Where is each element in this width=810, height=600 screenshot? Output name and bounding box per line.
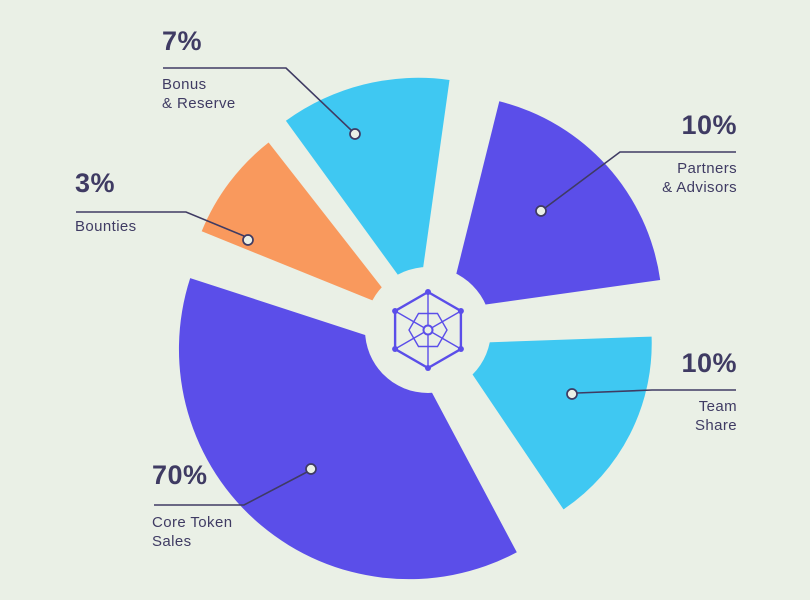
leader-line-core	[154, 471, 308, 506]
logo-center-node	[422, 324, 434, 336]
slice-partners-advisors	[447, 101, 661, 310]
anchor-dot-core	[305, 463, 317, 475]
callout-bounties: 3% Bounties	[75, 168, 137, 236]
slice-bonus-reserve	[285, 77, 450, 303]
anchor-dot-team	[566, 388, 578, 400]
logo-vertex-nodes	[392, 289, 464, 371]
name-label-bonus: Bonus & Reserve	[162, 76, 236, 112]
logo-spokes	[394, 292, 462, 368]
logo-inner-hexagon	[408, 312, 448, 348]
hexagon-network-icon	[365, 267, 491, 393]
leader-line-partners	[544, 151, 736, 209]
anchor-dot-bonus	[349, 128, 361, 140]
slice-bounties	[201, 142, 401, 312]
callout-team-share: 10% Team Share	[681, 348, 737, 435]
slice-core-token-sales	[178, 278, 517, 580]
slice-team-share	[451, 336, 652, 510]
leader-line-team	[576, 389, 736, 394]
leader-line-bounties	[76, 211, 245, 237]
callout-partners-advisors: 10% Partners & Advisors	[662, 110, 737, 197]
pct-label-bonus: 7%	[162, 26, 203, 56]
pct-label-partners: 10%	[681, 110, 737, 140]
anchor-dot-bounties	[242, 234, 254, 246]
callout-bonus-reserve: 7% Bonus & Reserve	[162, 26, 236, 113]
pct-label-bounties: 3%	[75, 168, 116, 198]
pct-label-core: 70%	[152, 460, 208, 490]
anchor-dot-partners	[535, 205, 547, 217]
name-label-partners: Partners & Advisors	[662, 160, 737, 196]
pct-label-team: 10%	[681, 348, 737, 378]
callout-core-token-sales: 70% Core Token Sales	[152, 460, 232, 551]
name-label-core: Core Token Sales	[152, 514, 233, 550]
leader-line-bonus	[163, 67, 352, 131]
name-label-bounties: Bounties	[75, 218, 137, 235]
name-label-team: Team Share	[694, 398, 737, 434]
